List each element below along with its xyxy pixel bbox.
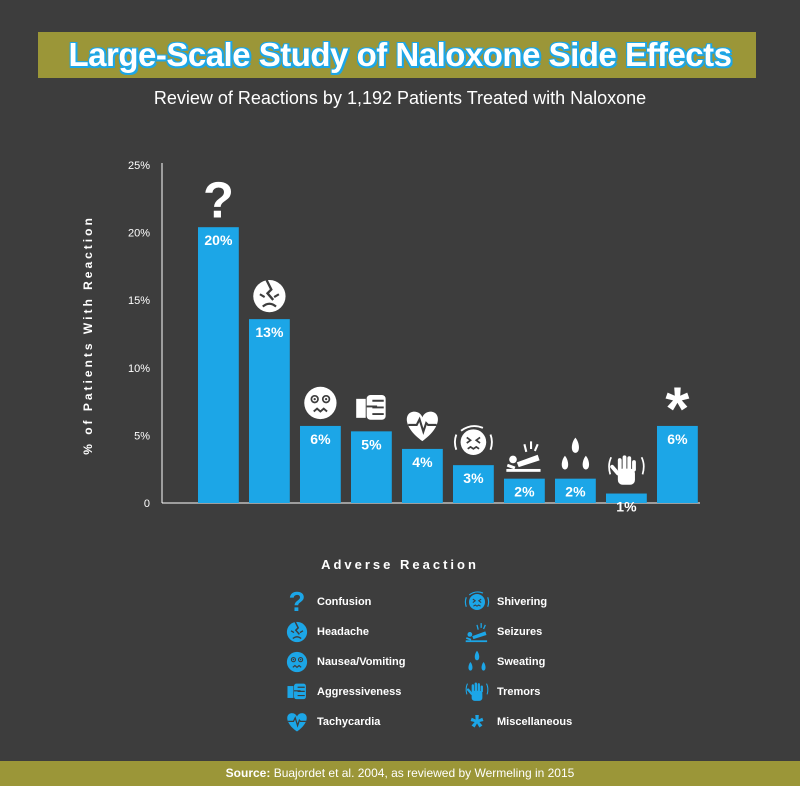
bar-value-label: 20% <box>204 232 233 248</box>
legend: ? Confusion Headache Nausea/Vomiting Aggress… <box>283 588 613 738</box>
legend-label: Nausea/Vomiting <box>317 656 406 668</box>
bar-shivering <box>453 465 494 503</box>
legend-item: Sweating <box>463 648 545 676</box>
legend-item: ? Confusion <box>283 588 372 616</box>
bar-confusion <box>198 227 239 503</box>
question-mark-icon: ? <box>203 172 234 229</box>
chart-subtitle: Review of Reactions by 1,192 Patients Tr… <box>153 88 647 108</box>
nausea-face-icon <box>304 386 337 420</box>
legend-label: Aggressiveness <box>317 686 402 698</box>
bar-nausea-vomiting <box>300 425 341 503</box>
bar-tremors <box>606 493 647 503</box>
bar-sweating <box>555 478 596 503</box>
legend-label: Tremors <box>497 686 541 698</box>
bar-value-label: 6% <box>310 431 331 447</box>
shivering-face-icon <box>464 591 490 611</box>
y-tick-label: 0 <box>144 498 150 510</box>
bar-headache <box>249 319 290 503</box>
title-banner <box>38 32 756 78</box>
bar-seizures <box>504 478 545 503</box>
bar-value-label: 2% <box>565 484 586 500</box>
legend-item: Tremors <box>463 678 540 706</box>
asterisk-icon: * <box>665 375 689 444</box>
heart-pulse-icon <box>406 411 438 442</box>
sweat-drops-icon <box>561 437 590 470</box>
y-tick-label: 20% <box>128 228 150 240</box>
sweat-drops-icon <box>468 650 486 671</box>
x-axis-label: Adverse Reaction <box>321 557 479 572</box>
bar-value-label: 13% <box>255 324 284 340</box>
legend-item: Aggressiveness <box>283 678 401 706</box>
asterisk-icon: * <box>471 709 484 736</box>
y-tick-label: 25% <box>128 160 150 172</box>
bar-value-label: 6% <box>667 431 688 447</box>
bar-value-label: 4% <box>412 454 433 470</box>
headache-face-icon <box>253 279 286 313</box>
seizure-person-icon <box>506 441 541 472</box>
fist-icon <box>356 395 386 420</box>
svg-text:*: * <box>665 375 689 444</box>
legend-label: Shivering <box>497 596 548 608</box>
source-label: Source: <box>225 766 271 780</box>
legend-label: Headache <box>317 626 369 638</box>
legend-item: * Miscellaneous <box>463 708 573 736</box>
bar-value-label: 5% <box>361 436 382 452</box>
shivering-face-icon <box>453 425 493 455</box>
source-footer: Source: Buajordet et al. 2004, as review… <box>0 761 800 786</box>
legend-label: Seizures <box>497 626 543 638</box>
tremor-hand-icon <box>465 682 489 701</box>
legend-item: Seizures <box>463 618 542 646</box>
source-text: Buajordet et al. 2004, as reviewed by We… <box>270 766 575 780</box>
bar-miscellaneous <box>657 425 698 503</box>
chart-title: Large-Scale Study of Naloxone Side Effec… <box>68 36 732 73</box>
bar-tachycardia <box>402 448 443 503</box>
y-tick-label: 10% <box>128 363 150 375</box>
legend-item: Tachycardia <box>283 708 380 736</box>
seizure-person-icon <box>465 623 488 643</box>
legend-label: Confusion <box>317 596 372 608</box>
headache-face-icon <box>286 621 308 643</box>
legend-item: Shivering <box>463 588 547 616</box>
y-tick-label: 15% <box>128 295 150 307</box>
nausea-face-icon <box>286 651 308 673</box>
legend-label: Sweating <box>497 656 546 668</box>
bar-value-label: 1% <box>616 499 637 515</box>
legend-item: Headache <box>283 618 369 646</box>
legend-label: Miscellaneous <box>497 716 573 728</box>
y-tick-label: 5% <box>134 430 150 442</box>
bar-value-label: 3% <box>463 470 484 486</box>
svg-text:?: ? <box>289 588 306 616</box>
bar-value-label: 2% <box>514 484 535 500</box>
bar-aggressiveness <box>351 431 392 503</box>
fist-icon <box>287 683 306 700</box>
legend-item: Nausea/Vomiting <box>283 648 405 676</box>
svg-text:*: * <box>471 709 484 736</box>
bar-chart: 05%10%15%20%25%20%?13%6% 5%4%3%2% 2%1%6%* <box>128 160 700 515</box>
svg-text:?: ? <box>203 172 234 229</box>
heart-pulse-icon <box>287 713 307 732</box>
legend-label: Tachycardia <box>317 716 381 728</box>
tremor-hand-icon <box>608 455 645 485</box>
question-mark-icon: ? <box>289 588 306 616</box>
